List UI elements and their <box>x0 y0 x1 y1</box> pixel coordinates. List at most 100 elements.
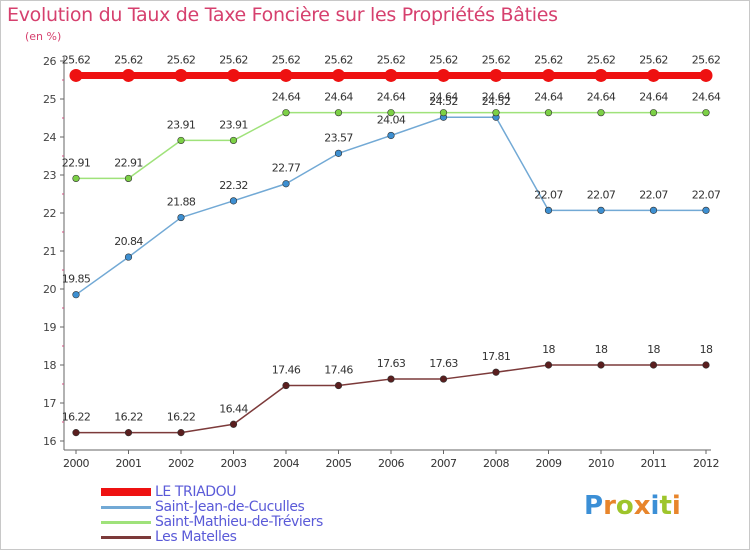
data-label: 22.91 <box>114 156 143 169</box>
data-point <box>282 109 290 117</box>
data-point <box>72 174 80 183</box>
data-point <box>439 109 448 117</box>
data-label: 17.46 <box>324 364 353 377</box>
legend-label: Saint-Jean-de-Cuculles <box>155 499 305 515</box>
data-label: 16.22 <box>167 411 196 424</box>
x-tick-label: 2002 <box>168 457 194 470</box>
legend-label: Les Matelles <box>155 529 237 545</box>
logo-letter: t <box>659 491 672 521</box>
data-label: 25.62 <box>62 53 91 66</box>
unit-label: (en %) <box>25 30 62 43</box>
data-label: 17.63 <box>429 357 458 370</box>
data-point <box>177 213 185 222</box>
logo-letter: x <box>633 491 651 521</box>
x-tick-label: 2008 <box>483 457 509 470</box>
data-label: 24.64 <box>692 91 721 104</box>
data-point <box>122 68 135 82</box>
data-label: 22.07 <box>534 188 563 201</box>
data-label: 24.64 <box>534 91 563 104</box>
x-tick-label: 2011 <box>641 457 667 470</box>
data-label: 25.62 <box>324 53 353 66</box>
data-label: 18 <box>542 343 555 356</box>
data-label: 24.64 <box>429 91 458 104</box>
x-tick-label: 2010 <box>588 457 614 470</box>
data-label: 21.88 <box>167 196 196 209</box>
legend-swatch <box>101 506 151 509</box>
data-point <box>124 174 133 183</box>
data-point <box>544 206 553 214</box>
data-label: 25.62 <box>429 53 458 66</box>
data-label: 24.64 <box>377 91 406 104</box>
data-point <box>542 68 555 82</box>
data-point <box>387 131 395 140</box>
data-point <box>174 68 188 82</box>
data-label: 25.62 <box>534 53 563 66</box>
data-point <box>334 381 343 390</box>
data-point <box>649 361 658 369</box>
data-point <box>72 291 80 299</box>
legend-swatch <box>101 536 151 539</box>
data-point <box>439 375 448 383</box>
data-label: 22.77 <box>272 162 301 175</box>
data-point <box>702 109 710 117</box>
data-label: 25.62 <box>482 53 511 66</box>
data-point <box>597 206 605 214</box>
y-tick-label: 22 <box>43 207 56 220</box>
y-tick-label: 18 <box>43 359 56 372</box>
data-label: 17.63 <box>377 357 406 370</box>
data-point <box>387 375 395 383</box>
y-tick-label: 16 <box>43 435 56 448</box>
data-point <box>492 368 500 376</box>
y-tick-label: 23 <box>43 169 56 182</box>
legend-label: LE TRIADOU <box>155 484 237 500</box>
data-label: 16.44 <box>219 402 248 415</box>
legend-swatch <box>101 521 151 524</box>
data-label: 22.91 <box>62 156 91 169</box>
data-point <box>69 68 83 82</box>
data-label: 20.84 <box>114 235 143 248</box>
data-label: 18 <box>595 343 608 356</box>
logo-letter: i <box>650 491 660 521</box>
data-label: 25.62 <box>114 53 143 66</box>
data-label: 23.57 <box>324 131 353 144</box>
data-point <box>124 429 133 437</box>
data-point <box>177 136 185 145</box>
data-point <box>597 361 605 369</box>
logo-letter: o <box>615 491 634 521</box>
data-label: 25.62 <box>167 53 196 66</box>
data-label: 19.85 <box>62 273 91 286</box>
data-point <box>229 197 238 205</box>
data-label: 18 <box>647 343 660 356</box>
data-label: 22.32 <box>219 179 248 192</box>
data-point <box>437 68 450 82</box>
legend-label: Saint-Mathieu-de-Tréviers <box>155 514 323 530</box>
data-label: 24.64 <box>639 91 668 104</box>
x-tick-label: 2005 <box>326 457 352 470</box>
data-point <box>489 68 503 82</box>
data-point <box>699 68 713 82</box>
data-point <box>597 109 605 117</box>
data-label: 25.62 <box>377 53 406 66</box>
x-tick-label: 2000 <box>63 457 89 470</box>
data-point <box>702 206 710 214</box>
x-tick-label: 2004 <box>273 457 299 470</box>
data-label: 24.64 <box>272 91 301 104</box>
x-tick-label: 2001 <box>116 457 142 470</box>
data-point <box>384 68 398 82</box>
data-point <box>334 109 343 117</box>
data-point <box>282 180 290 188</box>
data-point <box>332 68 345 82</box>
data-label: 16.22 <box>114 411 143 424</box>
data-label: 25.62 <box>587 53 616 66</box>
x-tick-label: 2003 <box>221 457 247 470</box>
data-label: 25.62 <box>639 53 668 66</box>
data-point <box>647 68 660 82</box>
proxiti-logo: Proxiti <box>584 491 681 521</box>
y-tick-label: 19 <box>43 321 56 334</box>
legend-swatch <box>101 488 151 496</box>
data-label: 16.22 <box>62 411 91 424</box>
data-label: 24.52 <box>482 95 511 108</box>
data-label: 18 <box>700 343 713 356</box>
data-point <box>124 253 133 261</box>
